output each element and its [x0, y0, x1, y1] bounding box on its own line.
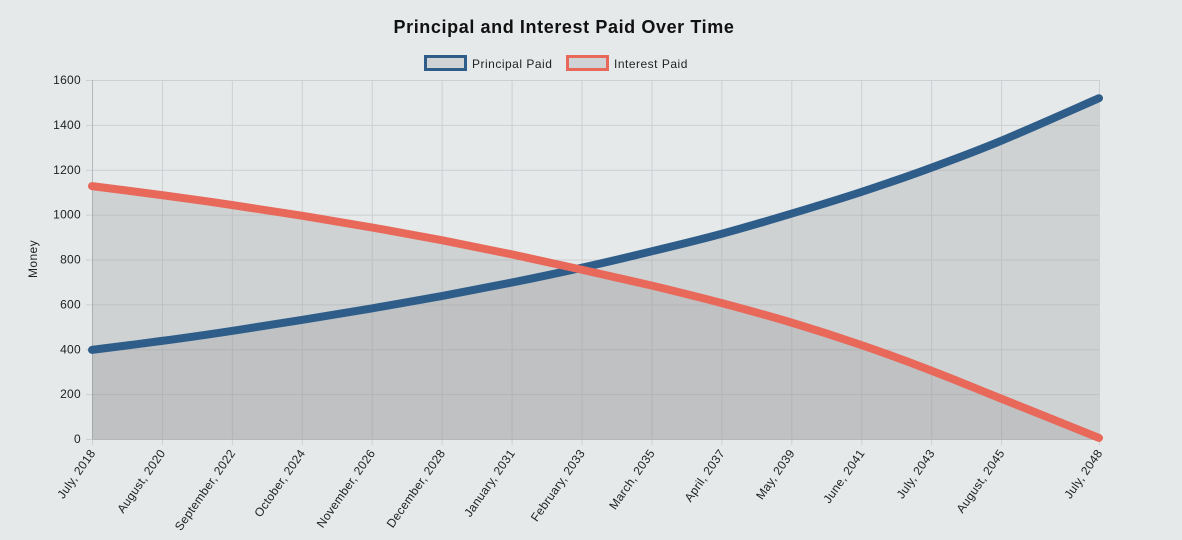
x-tick-label: August, 2020: [114, 447, 168, 516]
line-interest-paid[interactable]: [88, 182, 1103, 442]
y-axis-label: Money: [26, 240, 40, 278]
legend-swatch-principal: [424, 55, 467, 71]
y-tick-label: 200: [60, 387, 81, 401]
y-tick-label: 1200: [53, 163, 81, 177]
area-interest-paid: [92, 186, 1099, 439]
x-tick-label: February, 2033: [528, 447, 588, 524]
chart-title: Principal and Interest Paid Over Time: [394, 17, 735, 37]
y-tick-label: 600: [60, 297, 81, 311]
x-tick-label: August, 2045: [953, 447, 1007, 516]
y-tick-label: 1000: [53, 208, 81, 222]
x-tick-label: June, 2041: [820, 447, 867, 506]
x-axis-ticks: July, 2018 August, 2020 September, 2022 Oct…: [54, 447, 1105, 534]
legend-swatch-interest: [566, 55, 609, 71]
legend-label-interest: Interest Paid: [614, 57, 688, 71]
x-tick-label: May, 2039: [753, 447, 798, 502]
x-tick-label: December, 2028: [384, 447, 448, 531]
x-tick-label: September, 2022: [172, 447, 238, 534]
x-tick-label: July, 2043: [894, 447, 938, 502]
legend-item-principal[interactable]: Principal Paid: [424, 55, 553, 72]
grid: [86, 80, 1100, 445]
x-tick-label: March, 2035: [606, 447, 658, 512]
y-tick-label: 400: [60, 342, 81, 356]
y-axis-ticks: 0 200 400 600 800 1000 1200 1400 1600: [53, 73, 81, 446]
y-tick-label: 0: [74, 432, 81, 446]
legend-item-interest[interactable]: Interest Paid: [566, 55, 688, 72]
x-tick-label: January, 2031: [461, 447, 518, 520]
series-lines: [88, 94, 1103, 442]
x-tick-label: July, 2018: [54, 447, 98, 502]
legend: Principal Paid Interest Paid: [424, 55, 688, 72]
legend-label-principal: Principal Paid: [472, 57, 552, 71]
y-tick-label: 800: [60, 253, 81, 267]
y-tick-label: 1400: [53, 118, 81, 132]
x-tick-label: October, 2024: [251, 447, 308, 520]
x-tick-label: November, 2026: [314, 447, 378, 531]
x-tick-label: April, 2037: [682, 447, 728, 505]
y-tick-label: 1600: [53, 73, 81, 87]
x-tick-label: July, 2048: [1061, 447, 1105, 502]
